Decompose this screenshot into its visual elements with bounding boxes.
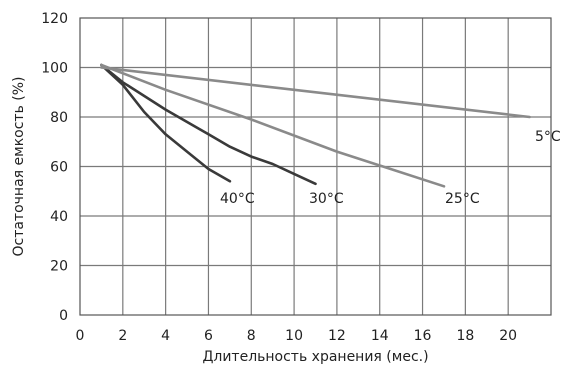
- tick-labels: 0 2 4 6 8 10 12 14 16 18 20 0 20 40 60 80 100 120: [41, 11, 517, 344]
- grid: [80, 18, 551, 315]
- series-lines: [100, 63, 531, 188]
- y-tick-label: 20: [50, 259, 68, 275]
- series-line: [100, 66, 531, 119]
- y-tick-label: 60: [50, 160, 68, 176]
- y-tick-label: 80: [50, 110, 68, 126]
- series-label: 25°C: [445, 191, 480, 207]
- plot-frame: [79, 17, 552, 316]
- x-tick-label: 12: [328, 328, 346, 344]
- y-tick-label: 100: [41, 61, 68, 77]
- x-tick-label: 2: [118, 328, 127, 344]
- series-label: 40°C: [220, 191, 255, 207]
- y-axis-label: Остаточная емкость (%): [11, 76, 27, 256]
- x-tick-label: 6: [204, 328, 213, 344]
- series-labels: 40°C 30°C 25°C 5°C: [220, 129, 561, 207]
- series-label: 5°C: [535, 129, 561, 145]
- x-axis-label: Длительность хранения (мес.): [202, 349, 428, 365]
- series-line: [100, 63, 232, 183]
- x-tick-label: 4: [161, 328, 170, 344]
- y-tick-label: 0: [59, 308, 68, 324]
- x-tick-label: 18: [456, 328, 474, 344]
- series-line: [100, 63, 317, 186]
- series-line: [100, 63, 446, 188]
- x-tick-label: 0: [76, 328, 85, 344]
- x-tick-label: 10: [285, 328, 303, 344]
- series-label: 30°C: [309, 191, 344, 207]
- x-tick-label: 14: [371, 328, 389, 344]
- y-tick-label: 40: [50, 209, 68, 225]
- x-tick-label: 16: [414, 328, 432, 344]
- x-tick-label: 20: [499, 328, 517, 344]
- x-tick-label: 8: [247, 328, 256, 344]
- y-tick-label: 120: [41, 11, 68, 27]
